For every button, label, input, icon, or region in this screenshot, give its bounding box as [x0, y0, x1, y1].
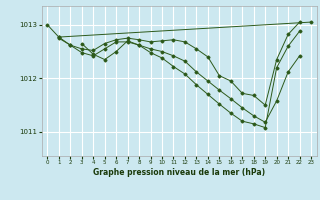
X-axis label: Graphe pression niveau de la mer (hPa): Graphe pression niveau de la mer (hPa) — [93, 168, 265, 177]
